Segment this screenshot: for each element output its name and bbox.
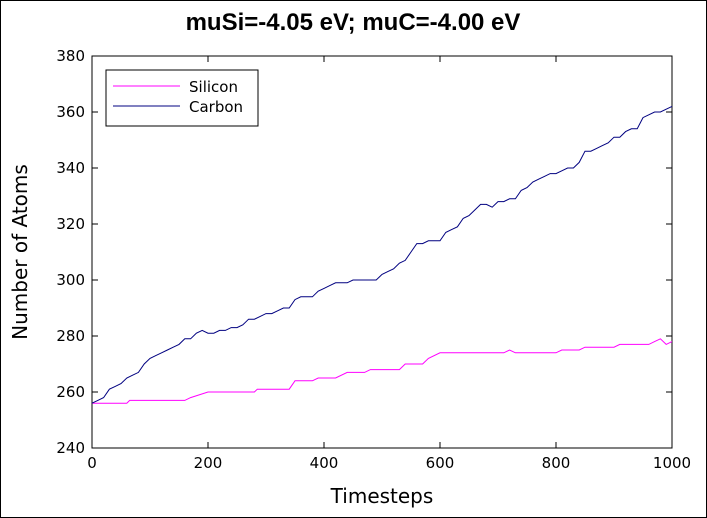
- series-lines: [91, 105, 673, 404]
- y-tick-label: 360: [56, 103, 85, 121]
- x-tick-label: 800: [542, 454, 571, 472]
- y-tick-label: 260: [56, 383, 85, 401]
- y-tick-label: 280: [56, 327, 85, 345]
- y-axis: 240 260 280 300 320 340 360 380: [56, 47, 672, 457]
- series-line-silicon: [92, 338, 673, 404]
- legend-box: [105, 69, 259, 127]
- y-tick-label: 320: [56, 215, 85, 233]
- x-tick-label: 600: [426, 454, 455, 472]
- x-axis: 0 200 400 600 800 1000: [87, 56, 691, 472]
- legend: Silicon Carbon: [105, 69, 259, 127]
- x-tick-label: 200: [194, 454, 223, 472]
- chart-title: muSi=-4.05 eV; muC=-4.00 eV: [186, 9, 521, 36]
- y-tick-label: 340: [56, 159, 85, 177]
- legend-label-carbon: Carbon: [189, 98, 243, 116]
- x-tick-label: 0: [87, 454, 97, 472]
- y-tick-label: 300: [56, 271, 85, 289]
- x-tick-label: 400: [310, 454, 339, 472]
- series-line-carbon: [91, 105, 673, 404]
- y-tick-label: 380: [56, 47, 85, 65]
- y-axis-label: Number of Atoms: [8, 164, 32, 340]
- x-axis-label: Timesteps: [330, 484, 434, 508]
- plot-area: [91, 55, 673, 449]
- legend-label-silicon: Silicon: [189, 78, 238, 96]
- y-tick-label: 240: [56, 439, 85, 457]
- x-tick-label: 1000: [653, 454, 691, 472]
